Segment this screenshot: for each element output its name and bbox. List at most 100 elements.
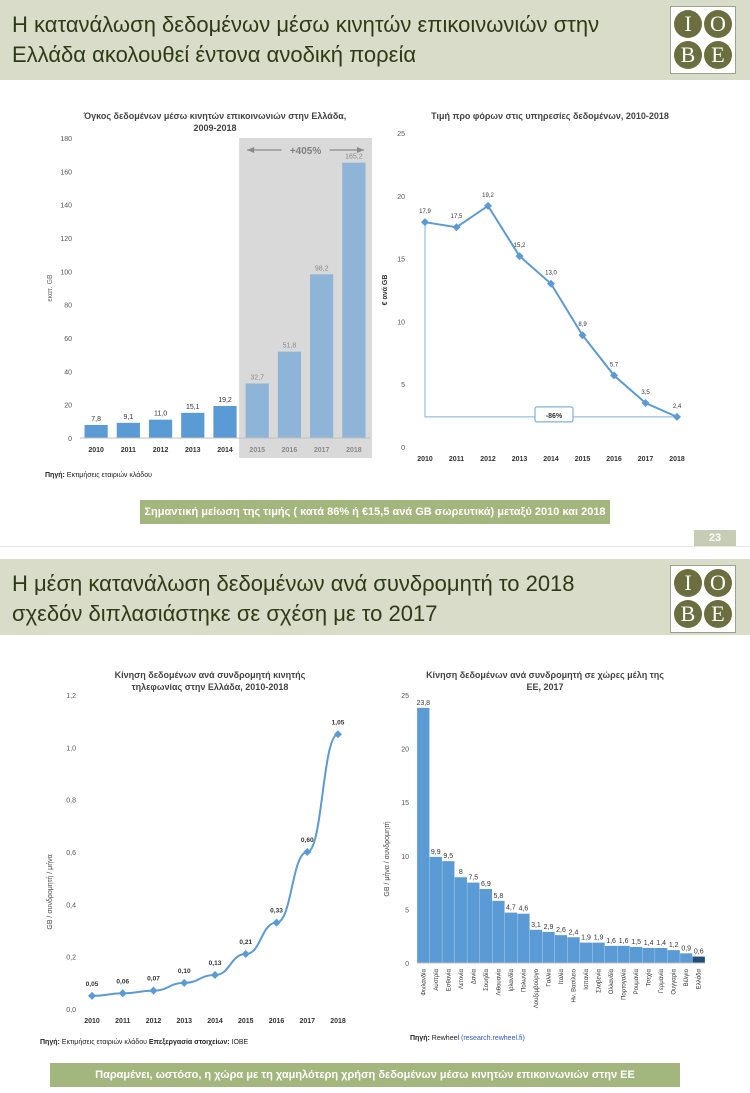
growth-label: +405% [290, 146, 322, 157]
bar [567, 937, 580, 963]
bar [479, 889, 493, 963]
data-label: 5,8 [494, 893, 504, 900]
y-tick-label: 180 [60, 136, 72, 143]
bar [116, 422, 140, 438]
y-tick-label: 0,6 [66, 850, 76, 857]
data-point [334, 730, 342, 739]
source-link[interactable]: (research.rewheel.fi) [461, 1035, 525, 1042]
y-tick-label: 20 [397, 194, 405, 201]
data-label: 2,6 [556, 927, 566, 934]
y-tick-label: 0,4 [66, 902, 76, 909]
data-label: 98,2 [315, 265, 329, 272]
logo-letter: I [674, 569, 702, 597]
data-label: 0,06 [116, 978, 129, 985]
data-label: 11,0 [154, 411, 167, 418]
data-point [421, 218, 429, 227]
x-tick-label: Γαλλία [546, 968, 552, 986]
slide-header: Η κατανάλωση δεδομένων μέσω κινητών επικ… [0, 0, 750, 80]
chart-volume-caption: Όγκος δεδομένων μέσω κινητών επικοινωνιώ… [83, 111, 347, 133]
data-label: 0,10 [178, 968, 191, 975]
y-tick-label: 100 [60, 269, 72, 276]
bar [442, 861, 455, 963]
y-tick-label: 10 [401, 854, 409, 861]
bar [617, 945, 630, 963]
x-tick-label: 2018 [330, 1018, 346, 1025]
y-tick-label: 1,2 [66, 693, 76, 700]
y-tick-label: 80 [64, 303, 72, 310]
x-tick-label: Φινλανδία [421, 968, 427, 995]
slide-banner: Παραμένει, ωστόσο, η χώρα με τη χαμηλότε… [50, 1063, 680, 1087]
x-tick-label: 2010 [84, 1018, 100, 1025]
x-tick-label: 2016 [606, 456, 622, 463]
iobe-logo: I O B E [670, 565, 736, 633]
data-label: 0,6 [694, 949, 704, 956]
logo-letter: E [704, 41, 732, 69]
x-tick-label: Αυστρία [434, 968, 440, 990]
data-label: 17,5 [451, 214, 463, 220]
x-tick-label: Ην. Βασίλειο [572, 968, 578, 1002]
x-tick-label: 2011 [115, 1018, 130, 1025]
data-label: 1,05 [332, 719, 345, 726]
data-label: 0,13 [209, 960, 222, 967]
chart-price: 0 5 10 15 20 25 € ανά GB -86% 17,9 2010 17,5 2011 19… [382, 131, 685, 463]
bar [429, 856, 442, 963]
bar [245, 383, 269, 438]
x-tick-label: 2011 [121, 447, 136, 454]
bar [692, 956, 705, 963]
data-label: 2,4 [569, 929, 579, 936]
x-tick-label: Λετονία [459, 968, 465, 989]
x-tick-label: 2012 [146, 1018, 162, 1025]
source-text: Rewheel [431, 1035, 460, 1042]
price-line [424, 204, 678, 418]
x-tick-label: 2013 [185, 447, 201, 454]
y-tick-label: 5 [401, 382, 405, 389]
data-point [241, 950, 250, 959]
bar [342, 162, 366, 438]
y-tick-label: 160 [60, 169, 72, 176]
y-tick-label: 0,0 [66, 1007, 76, 1014]
y-tick-label: 120 [60, 236, 72, 243]
slide-title: Η κατανάλωση δεδομένων μέσω κινητών επικ… [12, 12, 600, 67]
data-label: 9,1 [123, 414, 133, 421]
chart-usage-caption: Κίνηση δεδομένων ανά συνδρομητή κινητής … [114, 670, 306, 692]
x-tick-label: Σουηδία [484, 968, 490, 990]
y-tick-label: 15 [401, 800, 409, 807]
drop-label-box [534, 406, 574, 423]
y-tick-label: 0 [401, 445, 405, 452]
bar [277, 351, 302, 438]
y-axis-label: € ανά GB [382, 275, 389, 306]
x-tick-label: 2018 [669, 456, 685, 463]
data-point [610, 371, 618, 380]
source-text-processing: ΙΟΒΕ [231, 1039, 249, 1046]
y-tick-label: 10 [397, 319, 405, 326]
source-text: Εκτιμήσεις εταιριών κλάδου [61, 1039, 147, 1046]
x-tick-label: Πολωνία [521, 968, 527, 991]
bar [492, 900, 505, 963]
y-tick-label: 40 [64, 369, 72, 376]
bar [642, 947, 655, 963]
bar [592, 942, 605, 963]
logo-letter: I [674, 10, 702, 38]
x-tick-label: 2016 [269, 1018, 285, 1025]
y-tick-label: 0 [405, 961, 409, 968]
data-label: 1,4 [644, 940, 654, 947]
x-tick-label: Λουξεμβούργο [534, 968, 540, 1008]
data-label: 1,4 [656, 940, 666, 947]
data-label: 2,4 [673, 404, 682, 410]
data-label: 19,2 [482, 193, 494, 199]
x-tick-label: Ελλάδα [696, 968, 703, 989]
iobe-logo: I O B E [670, 6, 736, 74]
source-note: Πηγή: Εκτιμήσεις εταιριών κλάδου Επεξεργ… [40, 1039, 248, 1046]
data-label: 0,9 [681, 945, 691, 952]
x-tick-label: Δανία [471, 968, 477, 984]
source-label: Πηγή: [40, 1039, 60, 1046]
y-axis-label: GB / μήνα / συνδρομητή [384, 821, 391, 896]
x-tick-label: Ολλανδία [609, 968, 615, 994]
y-tick-label: 140 [60, 203, 72, 210]
data-label: 7,8 [91, 416, 101, 423]
x-tick-label: Σλοβενία [597, 968, 603, 992]
x-tick-label: Ρουμανία [634, 968, 640, 994]
source-text: Εκτιμήσεις εταιριών κλάδου [66, 472, 152, 479]
data-label: 2,9 [544, 924, 554, 931]
x-tick-label: 2011 [449, 456, 464, 463]
